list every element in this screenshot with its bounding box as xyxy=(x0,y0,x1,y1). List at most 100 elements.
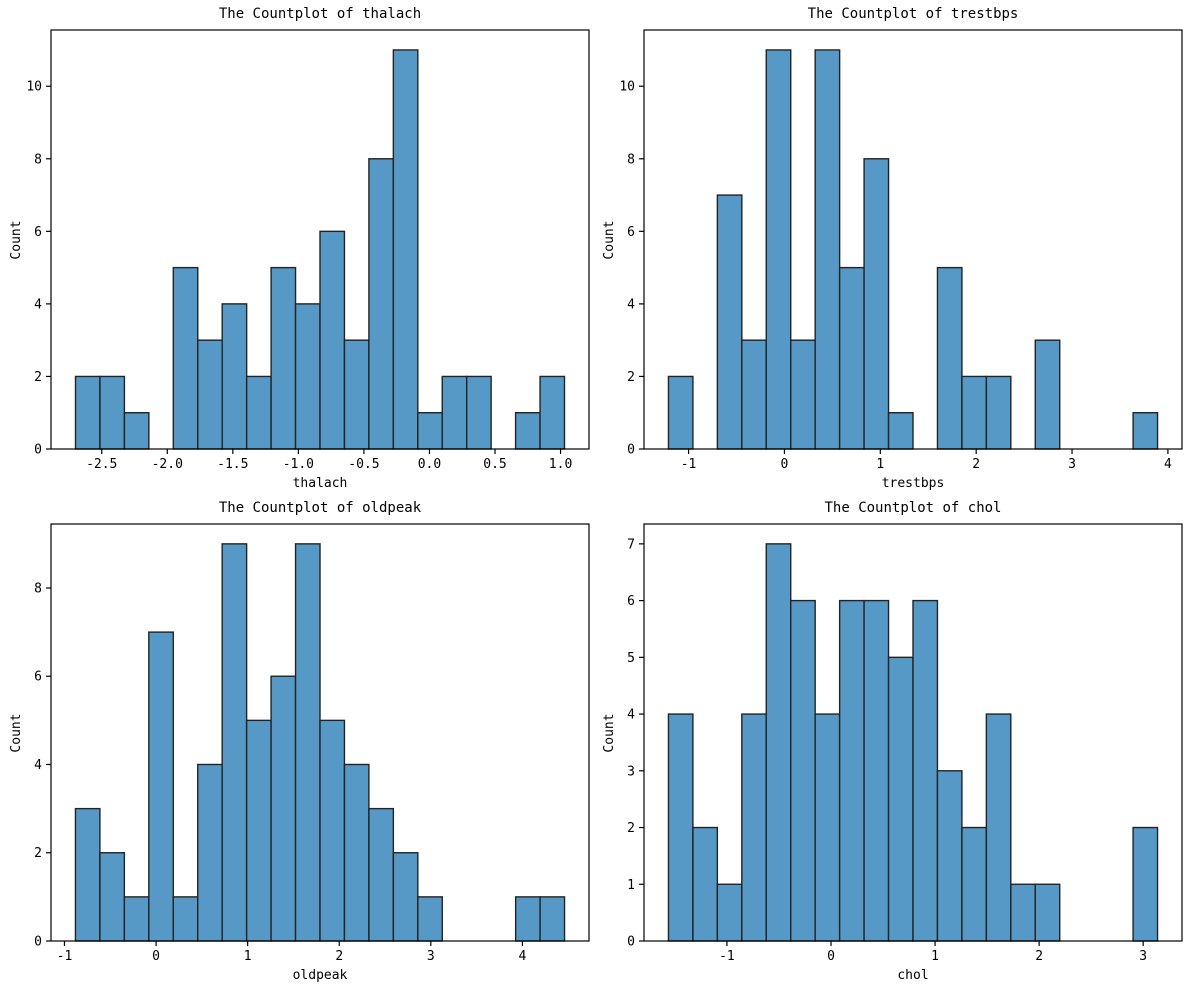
x-tick-label: 2 xyxy=(972,457,980,472)
x-tick-label: -1 xyxy=(681,457,697,472)
x-tick-label: 0 xyxy=(781,457,789,472)
x-axis-label-trestbps: trestbps xyxy=(881,476,945,491)
y-tick-label: 2 xyxy=(34,846,42,861)
histogram-bar xyxy=(99,375,126,450)
x-axis-label-oldpeak: oldpeak xyxy=(292,968,348,983)
histogram-bar xyxy=(245,375,272,450)
histogram-bar xyxy=(294,543,321,942)
y-tick-label: 7 xyxy=(627,537,635,552)
histogram-bar xyxy=(985,375,1012,450)
histogram-bar xyxy=(961,375,988,450)
x-tick-label: 1 xyxy=(876,457,884,472)
x-tick-label: -2.5 xyxy=(86,457,117,472)
histogram-bar xyxy=(790,599,816,942)
y-tick-label: 8 xyxy=(34,152,42,167)
histogram-bar xyxy=(1034,883,1061,942)
subplot-chol: -1 0 1 2 3 0 1 2 3 4 5 6 7 xyxy=(627,523,1183,964)
histogram-bar xyxy=(765,49,792,450)
histogram-bar xyxy=(790,339,816,450)
x-tick-label: 3 xyxy=(427,949,435,964)
histogram-bar xyxy=(270,266,297,450)
y-tick-label: 4 xyxy=(627,297,635,312)
x-tick-label: 3 xyxy=(1068,457,1076,472)
histogram-bar xyxy=(1034,339,1061,450)
axes-frame xyxy=(643,523,1183,942)
x-tick-label: 1 xyxy=(931,949,939,964)
y-tick-label: 4 xyxy=(34,297,42,312)
y-tick-label: 8 xyxy=(627,152,635,167)
x-tick-label: 0 xyxy=(152,949,160,964)
histogram-bar xyxy=(667,713,694,942)
x-tick-label: 0.5 xyxy=(483,457,506,472)
x-tick-label: -1.5 xyxy=(217,457,248,472)
histogram-bar xyxy=(172,266,199,450)
chart-title-oldpeak: The Countplot of oldpeak xyxy=(218,500,422,516)
y-tick-label: 10 xyxy=(619,80,635,95)
histogram-bar xyxy=(765,543,792,942)
histogram-bar xyxy=(148,631,174,942)
y-axis-label-oldpeak: Count xyxy=(9,712,24,753)
x-tick-label: 0.0 xyxy=(418,457,441,472)
histogram-bar xyxy=(392,852,419,942)
y-tick-label: 0 xyxy=(34,443,42,458)
chart-title-thalach: The Countplot of thalach xyxy=(218,6,422,22)
histogram-bar xyxy=(1132,412,1159,450)
histogram-bar xyxy=(417,412,443,450)
y-tick-label: 2 xyxy=(627,821,635,836)
axes-frame xyxy=(50,29,590,450)
histogram-bar xyxy=(294,303,321,450)
chart-title-trestbps: The Countplot of trestbps xyxy=(807,6,1019,22)
axes-frame xyxy=(643,29,1183,450)
histogram-bar xyxy=(814,713,841,942)
y-tick-label: 4 xyxy=(627,708,635,723)
y-tick-label: 3 xyxy=(627,764,635,779)
histogram-bar xyxy=(99,852,126,942)
histogram-bar xyxy=(319,719,346,942)
histogram-bar xyxy=(123,412,150,450)
x-tick-label: -1 xyxy=(57,949,73,964)
x-tick-label: 1.0 xyxy=(549,457,572,472)
histogram-bar xyxy=(221,303,248,450)
histogram-bar xyxy=(838,266,865,450)
histogram-bar xyxy=(368,158,395,450)
y-tick-label: 6 xyxy=(34,225,42,240)
histogram-bar xyxy=(343,339,370,450)
histogram-bar xyxy=(667,375,694,450)
histogram-bar xyxy=(539,896,566,942)
histogram-bar xyxy=(838,599,865,942)
histogram-bar xyxy=(887,656,914,942)
histogram-bar xyxy=(343,763,370,942)
histogram-bar xyxy=(863,599,890,942)
histogram-bar xyxy=(863,158,890,450)
histogram-bar xyxy=(539,375,566,450)
histogram-bar xyxy=(514,412,541,450)
x-axis-label-thalach: thalach xyxy=(292,476,348,491)
y-tick-label: 0 xyxy=(34,935,42,950)
histogram-bar xyxy=(123,896,150,942)
histogram-bar xyxy=(936,770,963,942)
y-tick-label: 10 xyxy=(26,80,42,95)
y-tick-label: 5 xyxy=(627,651,635,666)
histogram-bar xyxy=(1010,883,1036,942)
y-axis-label-trestbps: Count xyxy=(602,219,617,260)
histogram-bar xyxy=(245,719,272,942)
histogram-bar xyxy=(270,675,297,942)
x-tick-label: 4 xyxy=(518,949,526,964)
y-tick-label: 2 xyxy=(627,370,635,385)
x-tick-label: 2 xyxy=(1035,949,1043,964)
x-tick-label: 3 xyxy=(1139,949,1147,964)
histogram-bar xyxy=(985,713,1012,942)
y-axis-label-thalach: Count xyxy=(9,219,24,260)
subplot-oldpeak: -1 0 1 2 3 4 0 2 4 6 8 xyxy=(34,523,590,964)
histogram-bar xyxy=(74,375,101,450)
chart-title-chol: The Countplot of chol xyxy=(824,500,1002,516)
x-tick-label: -1.0 xyxy=(283,457,314,472)
histogram-bar xyxy=(912,599,939,942)
x-tick-label: 0 xyxy=(827,949,835,964)
x-tick-label: 2 xyxy=(335,949,343,964)
histogram-bar xyxy=(441,375,468,450)
histogram-bar xyxy=(465,375,492,450)
histogram-bar xyxy=(741,339,767,450)
x-tick-label: -1 xyxy=(719,949,735,964)
